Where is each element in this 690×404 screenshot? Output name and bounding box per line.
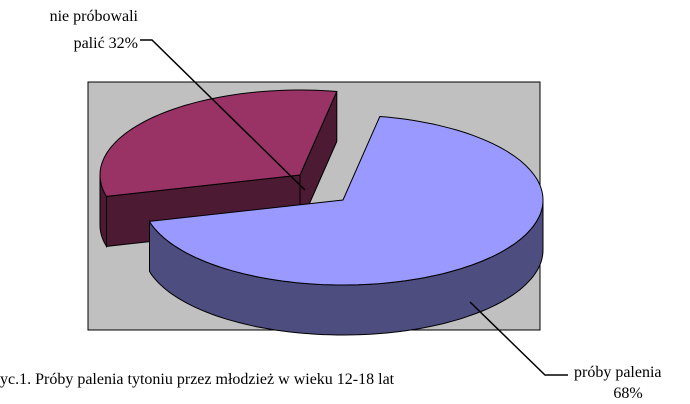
slice-label: 68% [613,385,642,402]
slice-label: nie próbowali [50,8,139,25]
caption: yc.1. Próby palenia tytoniu przez młodzi… [0,371,395,388]
leader-line [140,39,306,191]
leader-line [469,301,568,376]
slice-label: próby palenia [574,364,662,381]
slice-label: palić 32% [74,35,138,52]
slice [99,89,338,197]
pie [99,89,544,336]
slice [148,115,544,286]
